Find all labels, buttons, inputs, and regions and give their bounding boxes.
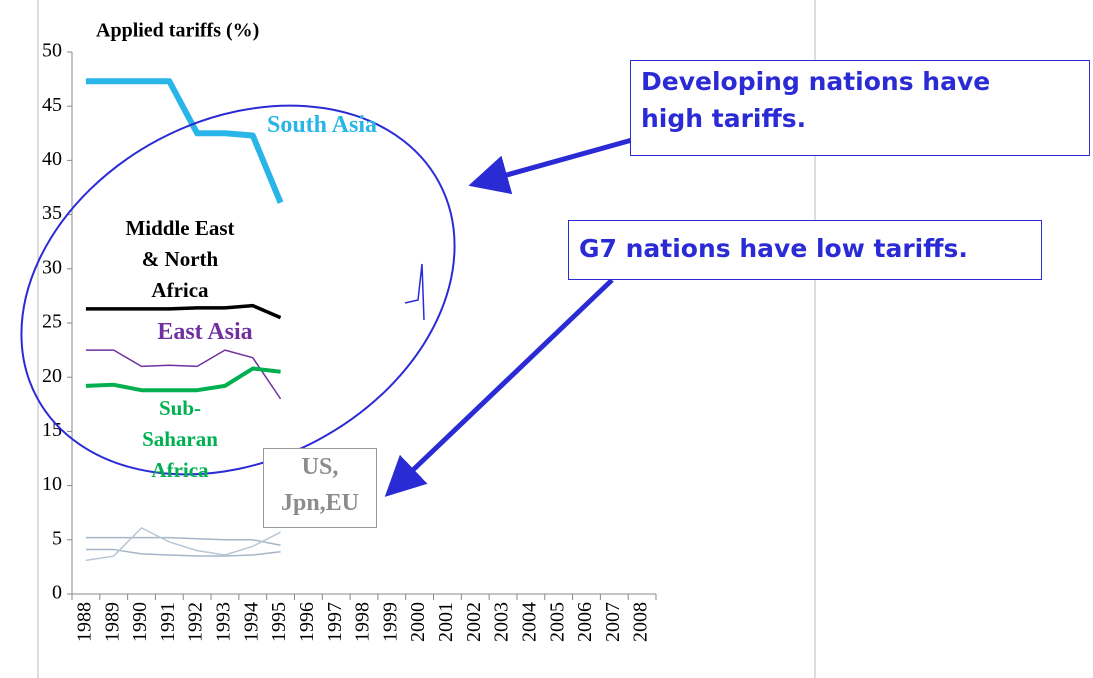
x-tick-label: 2001	[435, 602, 457, 642]
arrow	[468, 137, 633, 195]
y-tick-label: 10	[42, 473, 62, 495]
x-tick-label: 2006	[574, 602, 596, 642]
highlight-ellipse	[20, 104, 456, 476]
x-tick-label: 1994	[240, 602, 262, 642]
y-tick-label: 45	[42, 94, 62, 116]
group-label: US, Jpn,EU	[263, 448, 377, 528]
x-tick-label: 2005	[546, 602, 568, 642]
y-tick-label: 20	[42, 365, 62, 387]
series-line	[85, 366, 281, 393]
series-label: South Asia	[266, 112, 378, 138]
series-line	[85, 303, 282, 320]
x-tick-label: 2007	[602, 602, 624, 642]
series-line	[85, 527, 281, 562]
y-tick-label: 35	[42, 202, 62, 224]
x-tick-label: 1995	[268, 602, 290, 642]
y-tick-label: 25	[42, 311, 62, 333]
x-tick-label: 1993	[213, 602, 235, 642]
pen-stroke	[404, 263, 425, 321]
x-tick-label: 1991	[157, 602, 179, 642]
x-tick-label: 2004	[518, 602, 540, 642]
x-tick-label: 1998	[352, 602, 374, 642]
x-tick-label: 1996	[296, 602, 318, 642]
plot: 0 5 10 15 20 25 30 35 40 45 50 1988 1989 1990 1991 1992…	[42, 40, 657, 642]
annotation: Developing nations have high tariffs.	[630, 60, 1090, 156]
chart-frame	[37, 0, 816, 678]
series-line	[85, 349, 282, 400]
x-tick-label: 1992	[185, 602, 207, 642]
x-tick-label: 1999	[379, 602, 401, 642]
y-tick-label: 15	[42, 419, 62, 441]
y-tick-label: 0	[52, 582, 62, 604]
x-tick-label: 1990	[129, 602, 151, 642]
x-tick-label: 1989	[101, 602, 123, 642]
series-line	[85, 548, 281, 557]
y-tick-label: 30	[42, 256, 62, 278]
y-tick-label: 5	[52, 527, 62, 549]
series-line	[85, 78, 284, 204]
x-tick-label: 2008	[630, 602, 652, 642]
arrow	[384, 278, 614, 497]
x-tick-label: 2000	[407, 602, 429, 642]
x-tick-label: 1997	[324, 602, 346, 642]
y-tick-label: 50	[42, 40, 62, 62]
chart-title: Applied tariffs (%)	[96, 20, 259, 42]
x-tick-label: 2003	[491, 602, 513, 642]
x-tick-label: 1988	[73, 602, 95, 642]
x-tick-label: 2002	[463, 602, 485, 642]
series-label: Sub- Saharan Africa	[142, 396, 218, 482]
series-label: Middle East & North Africa	[125, 216, 235, 302]
series-line	[85, 536, 281, 546]
series-label: East Asia	[157, 319, 253, 345]
annotation: G7 nations have low tariffs.	[568, 220, 1042, 280]
y-tick-label: 40	[42, 148, 62, 170]
